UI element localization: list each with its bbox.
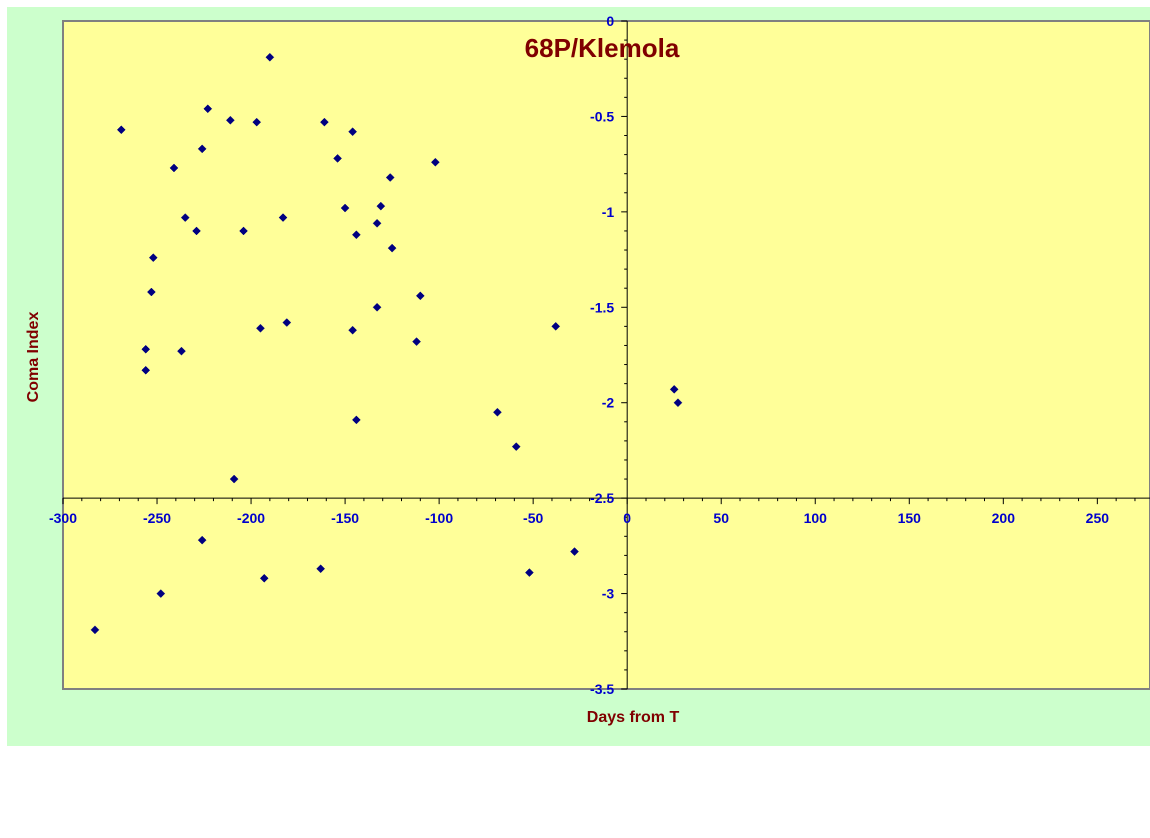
data-point	[348, 325, 357, 335]
x-tick-label: -300	[49, 510, 77, 526]
x-tick-label: 50	[713, 510, 729, 526]
data-point	[141, 365, 151, 375]
data-point	[348, 127, 357, 137]
data-point	[316, 564, 325, 574]
y-axis-title: Coma Index	[25, 312, 42, 403]
data-point	[570, 547, 579, 556]
x-tick-label: 0	[623, 510, 631, 526]
x-tick-label: -150	[331, 510, 359, 526]
x-tick-label: 150	[898, 510, 922, 526]
data-point	[239, 226, 248, 236]
y-tick-label: -2	[602, 395, 615, 411]
data-point	[511, 442, 521, 451]
data-point	[320, 117, 329, 127]
data-point	[147, 287, 156, 297]
data-point	[156, 589, 166, 598]
y-tick-label: -3	[602, 586, 615, 602]
data-point	[141, 344, 151, 354]
tick-labels: -300 -250 -200 -150 -100 -50 0 50 100 150 200 2500-…	[49, 13, 1109, 697]
data-point	[278, 213, 288, 222]
data-point	[669, 385, 679, 394]
data-point	[372, 302, 382, 312]
y-tick-label: 0	[606, 13, 614, 29]
data-point	[376, 201, 386, 211]
x-tick-label: 250	[1086, 510, 1110, 526]
data-point	[256, 323, 265, 333]
data-point	[372, 218, 382, 228]
data-point	[385, 173, 395, 182]
data-points	[90, 52, 683, 635]
data-point	[493, 407, 502, 417]
data-point	[252, 117, 262, 127]
data-point	[415, 291, 425, 301]
x-tick-label: -200	[237, 510, 265, 526]
data-point	[180, 213, 190, 222]
y-tick-label: -1	[602, 204, 615, 220]
x-tick-label: 200	[992, 510, 1016, 526]
data-point	[177, 346, 186, 356]
data-point	[259, 573, 269, 583]
data-point	[192, 226, 201, 236]
data-point	[203, 104, 213, 114]
chart-title: 68P/Klemola	[525, 33, 680, 63]
plot-area	[62, 20, 1150, 690]
x-tick-label: 100	[804, 510, 828, 526]
data-point	[148, 253, 158, 263]
data-point	[229, 474, 239, 484]
axis-ticks	[62, 20, 1136, 690]
data-point	[431, 157, 440, 167]
data-point	[340, 203, 350, 213]
data-point	[90, 625, 100, 635]
data-point	[412, 337, 421, 346]
data-point	[525, 568, 534, 577]
data-point	[169, 163, 179, 173]
x-tick-label: -100	[425, 510, 453, 526]
y-tick-label: -0.5	[590, 108, 614, 124]
data-point	[387, 243, 397, 253]
data-point	[352, 415, 361, 425]
x-tick-label: -250	[143, 510, 171, 526]
data-point	[197, 535, 207, 545]
x-axis-title: Days from T	[587, 709, 680, 726]
data-point	[333, 154, 342, 163]
data-point	[551, 322, 561, 331]
data-point	[282, 318, 292, 327]
data-point	[116, 125, 126, 135]
data-point	[265, 52, 275, 62]
y-tick-label: -2.5	[590, 490, 614, 506]
data-point	[226, 115, 235, 125]
data-point	[352, 230, 361, 240]
y-tick-label: -3.5	[590, 681, 614, 697]
data-point	[197, 144, 207, 154]
data-point	[673, 398, 683, 408]
x-tick-label: -50	[523, 510, 543, 526]
y-tick-label: -1.5	[590, 299, 614, 315]
